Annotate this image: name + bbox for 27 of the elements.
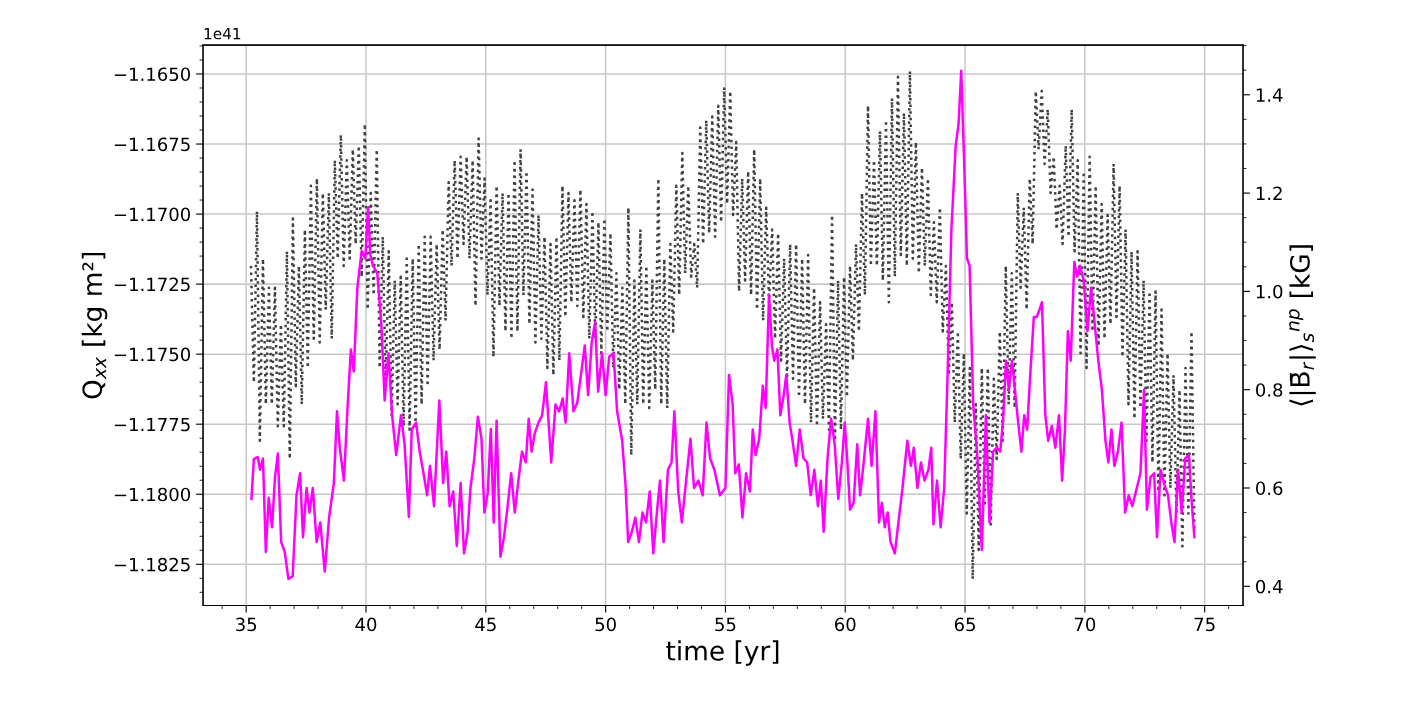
y2-tick-label: 0.4 — [1256, 579, 1283, 594]
y-tick-label: −1.1775 — [114, 417, 190, 432]
x-tick-label: 40 — [355, 617, 377, 632]
y-tick-label: −1.1800 — [114, 487, 191, 502]
y-axis-title: Q$_{xx}$ [kg m²] — [81, 252, 108, 399]
x-tick-label: 35 — [236, 617, 257, 632]
x-axis-title: time [yr] — [666, 640, 779, 666]
x-tick-label: 70 — [1074, 617, 1096, 632]
y-tick-label: −1.1650 — [114, 67, 191, 82]
y2-tick-label: 0.6 — [1256, 481, 1283, 496]
x-tick-label: 60 — [835, 617, 856, 632]
y-tick-label: −1.1825 — [114, 557, 190, 572]
y2-tick-label: 1.2 — [1256, 186, 1282, 200]
x-tick-label: 75 — [1194, 617, 1215, 632]
y2-axis-title: ⟨|B̄$_{r}$|⟩$_{s}$$^{np}$ [kG] — [1289, 245, 1316, 406]
y2-tick-label: 0.8 — [1256, 383, 1283, 397]
y2-tick-label: 1.0 — [1256, 284, 1283, 299]
x-tick-label: 65 — [954, 617, 975, 632]
text: 1e41 — [204, 28, 241, 40]
y-tick-label: −1.1750 — [114, 347, 191, 362]
y2-tick-label: 1.4 — [1256, 88, 1283, 102]
y-tick-label: −1.1700 — [114, 207, 191, 222]
x-tick-label: 50 — [595, 617, 616, 632]
y-tick-label: −1.1725 — [114, 277, 190, 292]
x-tick-label: 55 — [715, 617, 736, 632]
x-tick-label: 45 — [475, 617, 496, 632]
y-tick-label: −1.1675 — [114, 137, 190, 152]
